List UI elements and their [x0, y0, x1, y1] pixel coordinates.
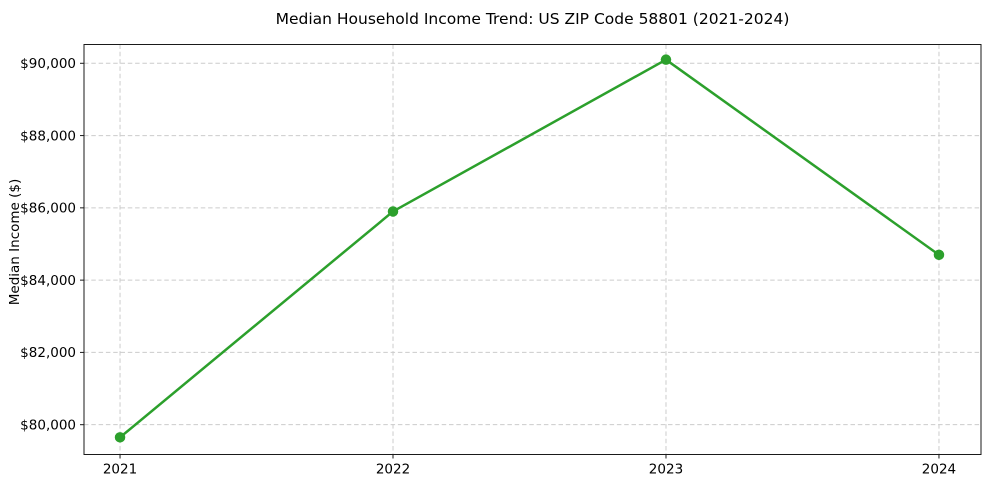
- y-tick-label: $84,000: [20, 273, 76, 289]
- axis-ticks: [80, 62, 940, 459]
- y-tick-label: $90,000: [20, 56, 76, 72]
- y-tick-labels: $80,000 $82,000 $84,000 $86,000 $88,000 $90,0…: [20, 56, 76, 433]
- income-line-series: [114, 54, 945, 443]
- x-tick-label: 2023: [649, 462, 683, 478]
- y-tick-label: $80,000: [20, 417, 76, 433]
- x-tick-label: 2024: [922, 462, 956, 478]
- y-tick-label: $88,000: [20, 128, 76, 144]
- gridlines: [84, 44, 981, 455]
- y-tick-label: $86,000: [20, 201, 76, 217]
- x-tick-label: 2022: [376, 462, 410, 478]
- x-tick-label: 2021: [103, 462, 137, 478]
- data-point-2022: [387, 206, 399, 217]
- y-axis-title: Median Income ($): [7, 179, 23, 305]
- data-point-2024: [933, 249, 945, 261]
- data-point-2023: [660, 54, 672, 65]
- plot-border: [83, 44, 982, 455]
- data-point-2021: [114, 432, 126, 443]
- y-tick-label: $82,000: [20, 345, 76, 361]
- series-line: [118, 58, 941, 439]
- x-tick-labels: 2021 2022 2023 2024: [103, 462, 956, 478]
- chart-title: Median Household Income Trend: US ZIP Co…: [276, 10, 790, 28]
